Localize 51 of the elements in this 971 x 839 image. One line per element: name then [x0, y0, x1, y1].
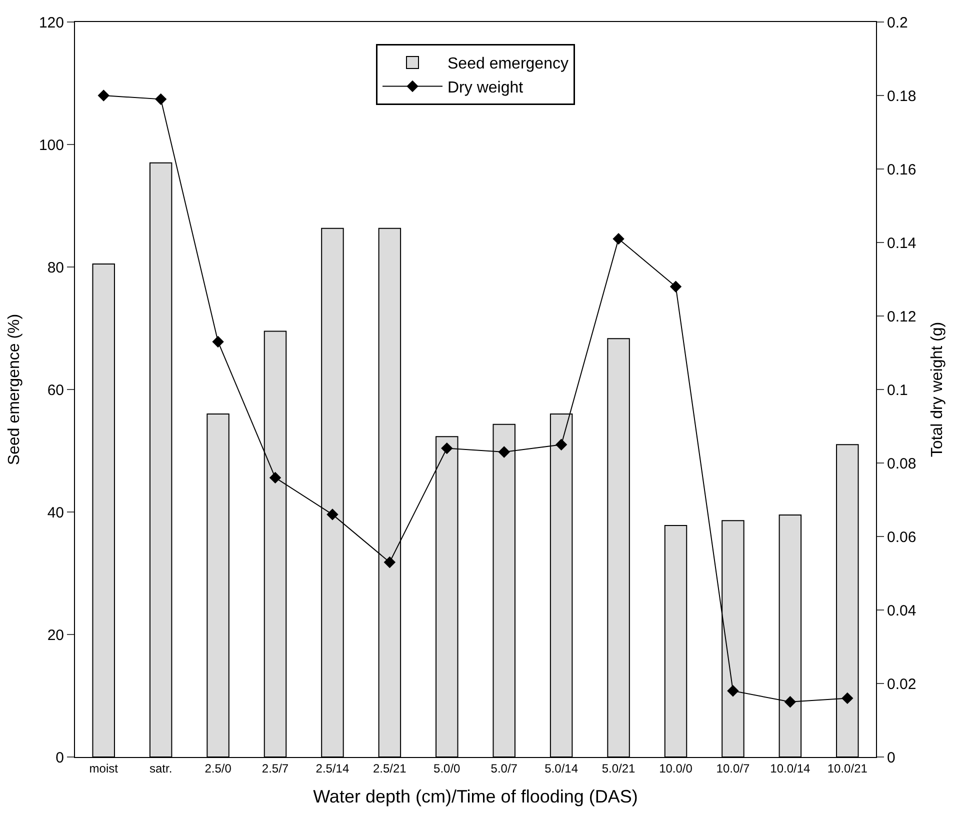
y-tick-label: 80 — [47, 259, 64, 276]
y-tick-label: 0 — [56, 749, 64, 766]
y-tick-label: 120 — [38, 14, 64, 32]
y-tick-label: 60 — [47, 382, 64, 399]
point — [612, 232, 624, 245]
point — [98, 90, 110, 102]
y2-axis-title: Total dry weight (g) — [928, 322, 946, 458]
point — [842, 692, 854, 704]
x-tick-label: 5.0/21 — [602, 761, 636, 776]
y-tick-label: 100 — [38, 136, 64, 154]
point — [727, 685, 739, 697]
y2-tick-label: 0.12 — [887, 308, 916, 326]
y2-tick-label: 0.14 — [887, 234, 916, 252]
point — [326, 508, 338, 520]
y-axis-title: Seed emergence (%) — [6, 314, 23, 466]
point — [670, 280, 682, 292]
point — [555, 438, 568, 450]
y2-tick-label: 0.1 — [887, 382, 908, 399]
x-axis-title: Water depth (cm)/Time of flooding (DAS) — [313, 786, 638, 806]
y2-tick-label: 0.06 — [887, 528, 916, 546]
y2-tick-label: 0.08 — [887, 455, 916, 472]
x-tick-label: 5.0/14 — [544, 761, 578, 776]
y2-tick-label: 0.04 — [887, 602, 916, 620]
y2-tick-label: 0 — [887, 749, 896, 766]
y2-tick-label: 0.2 — [887, 14, 908, 32]
x-tick-label: 10.0/14 — [770, 761, 811, 776]
point — [269, 472, 282, 484]
point — [154, 93, 167, 106]
y-tick-label: 40 — [47, 504, 64, 522]
point — [784, 696, 796, 708]
x-tick-label: 2.5/14 — [316, 761, 350, 776]
x-tick-label: 10.0/21 — [827, 761, 868, 776]
x-tick-label: 2.5/21 — [372, 761, 407, 776]
legend-label: Dry weight — [448, 79, 524, 96]
point — [498, 446, 510, 458]
y2-tick-label: 0.16 — [887, 161, 916, 178]
point — [212, 336, 224, 348]
point — [384, 556, 396, 568]
y2-tick-label: 0.02 — [887, 676, 916, 693]
y2-tick-label: 0.18 — [887, 88, 916, 105]
x-tick-label: 2.5/7 — [262, 761, 289, 776]
x-tick-label: 10.0/7 — [716, 761, 750, 776]
x-tick-label: moist — [89, 761, 119, 776]
x-tick-label: satr. — [149, 761, 172, 776]
x-tick-label: 5.0/7 — [490, 761, 518, 776]
point — [441, 442, 453, 454]
x-tick-label: 10.0/0 — [659, 761, 693, 776]
legend-label: Seed emergency — [448, 56, 568, 73]
y-tick-label: 20 — [47, 626, 64, 644]
x-tick-label: 5.0/0 — [434, 761, 461, 776]
x-tick-label: 2.5/0 — [204, 761, 232, 776]
